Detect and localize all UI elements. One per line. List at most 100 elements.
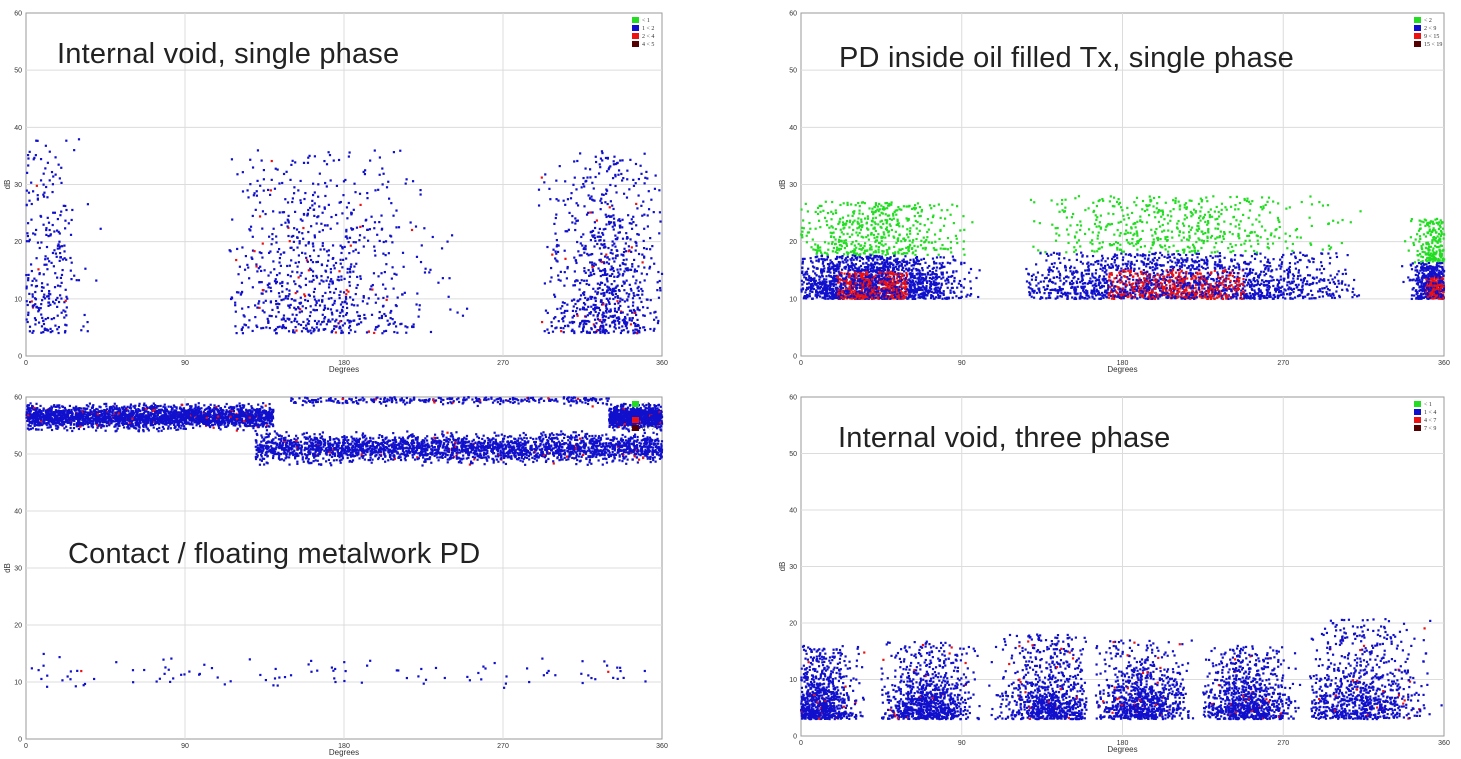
- data-point: [580, 235, 583, 239]
- data-point: [873, 262, 877, 265]
- data-point: [913, 286, 916, 290]
- data-point: [1337, 279, 1340, 282]
- data-point: [626, 178, 629, 181]
- data-point: [905, 286, 908, 289]
- data-point: [850, 294, 853, 297]
- data-point: [909, 283, 912, 286]
- data-point: [631, 265, 634, 268]
- data-point: [598, 329, 601, 332]
- data-point: [64, 323, 67, 326]
- data-point: [1249, 202, 1252, 205]
- data-point: [805, 241, 808, 244]
- data-point: [911, 273, 914, 276]
- data-point: [808, 279, 811, 282]
- data-point: [559, 270, 562, 273]
- data-point: [867, 278, 870, 282]
- data-point: [39, 307, 42, 310]
- data-point: [632, 332, 635, 335]
- data-point: [306, 260, 309, 263]
- y-tick-label: 0: [18, 354, 22, 361]
- data-point: [599, 331, 602, 334]
- data-point: [912, 267, 915, 270]
- data-point: [337, 279, 341, 282]
- data-point: [295, 313, 298, 317]
- data-point: [894, 265, 897, 268]
- data-point: [946, 248, 950, 251]
- data-point: [857, 253, 861, 256]
- data-point: [868, 274, 871, 277]
- data-point: [572, 183, 575, 186]
- data-point: [831, 226, 834, 229]
- data-point: [341, 246, 344, 249]
- data-point: [923, 273, 926, 276]
- data-point: [1273, 295, 1277, 298]
- data-point: [917, 288, 920, 292]
- data-point: [905, 217, 908, 220]
- data-point: [589, 168, 592, 171]
- data-point: [854, 249, 857, 252]
- data-point: [925, 275, 928, 278]
- data-point: [244, 324, 248, 327]
- data-point: [820, 283, 824, 286]
- data-point: [332, 264, 335, 267]
- data-point: [580, 279, 583, 282]
- data-point: [866, 217, 870, 220]
- y-tick-label: 50: [14, 68, 22, 75]
- data-point: [284, 295, 288, 298]
- data-point: [388, 322, 391, 325]
- legend-swatch: [632, 25, 639, 31]
- data-point: [921, 267, 924, 270]
- data-point: [856, 280, 859, 283]
- data-point: [315, 276, 319, 279]
- data-point: [887, 269, 890, 272]
- data-point: [612, 221, 616, 224]
- data-point: [827, 248, 830, 251]
- data-point: [927, 241, 930, 244]
- data-point: [829, 296, 832, 299]
- data-point: [941, 271, 944, 274]
- data-point: [334, 213, 338, 217]
- legend: < 11 < 22 < 44 < 5: [632, 17, 654, 48]
- data-point: [333, 299, 336, 303]
- data-point: [881, 278, 885, 281]
- data-point: [619, 331, 623, 335]
- data-point: [267, 188, 270, 192]
- data-point: [897, 250, 900, 253]
- data-point: [868, 280, 871, 284]
- data-point: [612, 297, 615, 301]
- data-point: [828, 265, 831, 268]
- data-point: [830, 275, 833, 279]
- data-point: [1318, 268, 1321, 271]
- data-point: [889, 261, 892, 264]
- data-point: [387, 323, 390, 326]
- data-point: [297, 189, 300, 192]
- data-point: [607, 220, 611, 224]
- data-point: [1267, 269, 1270, 272]
- data-point: [592, 307, 595, 311]
- data-point: [883, 267, 886, 270]
- data-point: [866, 295, 869, 299]
- data-point: [815, 252, 818, 255]
- data-point: [262, 326, 265, 330]
- data-point: [1206, 297, 1209, 300]
- data-point: [378, 173, 381, 176]
- data-point: [37, 306, 40, 310]
- data-point: [834, 279, 837, 282]
- data-point: [611, 293, 615, 296]
- data-point: [584, 180, 587, 183]
- data-point: [605, 261, 609, 264]
- data-point: [296, 290, 299, 293]
- data-point: [913, 274, 916, 278]
- data-point: [846, 263, 849, 266]
- data-point: [634, 328, 637, 331]
- chart-title: Internal void, single phase: [57, 38, 400, 70]
- data-point: [821, 296, 824, 299]
- data-point: [1075, 281, 1079, 285]
- data-point: [933, 272, 936, 275]
- data-point: [893, 293, 896, 296]
- data-point: [607, 262, 611, 265]
- data-point: [306, 318, 309, 321]
- data-point: [395, 226, 398, 229]
- data-point: [1310, 297, 1313, 300]
- data-point: [67, 222, 70, 225]
